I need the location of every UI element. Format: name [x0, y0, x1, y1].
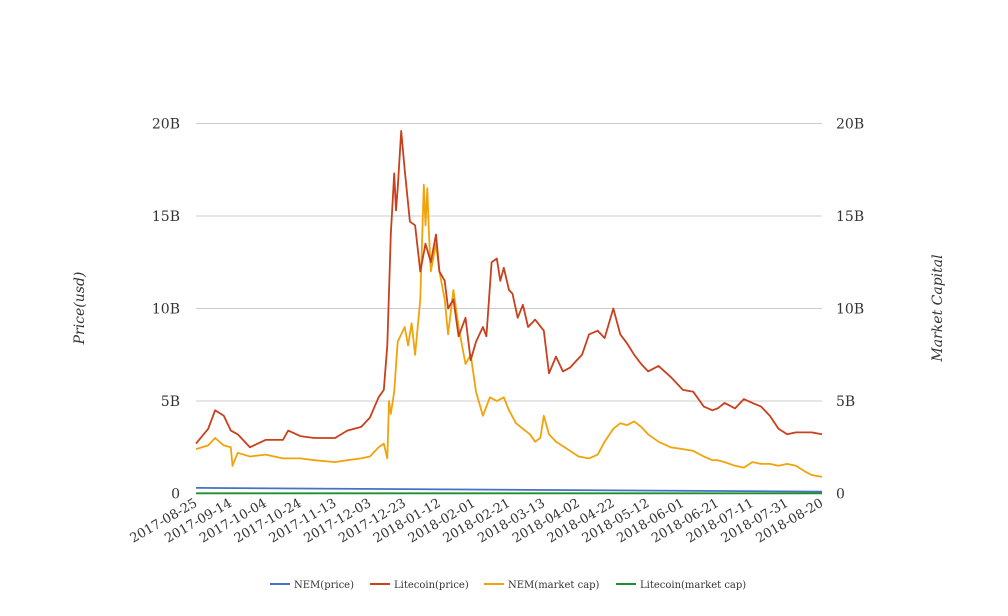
y-right-tick-label: 20B	[836, 117, 864, 133]
series-line-nem-market-cap	[195, 183, 823, 478]
left-y-axis-title: Price(usd)	[72, 272, 88, 346]
legend-label: Litecoin(market cap)	[640, 580, 746, 591]
series-line-litecoin-price	[195, 129, 823, 449]
gridlines	[196, 123, 822, 494]
y-right-tick-label: 5B	[836, 394, 855, 410]
legend-label: Litecoin(price)	[394, 580, 469, 591]
plot-area	[195, 129, 823, 495]
y-left-tick-label: 15B	[152, 209, 180, 225]
left-y-axis: 0 5B 10B 15B 20B	[152, 117, 180, 503]
y-left-tick-label: 10B	[152, 302, 180, 318]
y-right-tick-label: 10B	[836, 302, 864, 318]
x-axis: 2017-08-252017-09-142017-10-042017-10-24…	[128, 496, 826, 546]
y-right-tick-label: 0	[836, 487, 845, 503]
y-left-tick-label: 0	[171, 487, 180, 503]
y-right-tick-label: 15B	[836, 209, 864, 225]
right-y-axis-title: Market Capital	[930, 254, 946, 362]
legend: NEM(price) Litecoin(price) NEM(market cap)…	[270, 580, 746, 591]
y-left-tick-label: 20B	[152, 117, 180, 133]
legend-label: NEM(price)	[294, 580, 354, 591]
legend-label: NEM(market cap)	[508, 580, 600, 591]
series-line-nem-price	[195, 487, 823, 493]
right-y-axis: 0 5B 10B 15B 20B	[836, 117, 864, 503]
y-left-tick-label: 5B	[161, 394, 180, 410]
